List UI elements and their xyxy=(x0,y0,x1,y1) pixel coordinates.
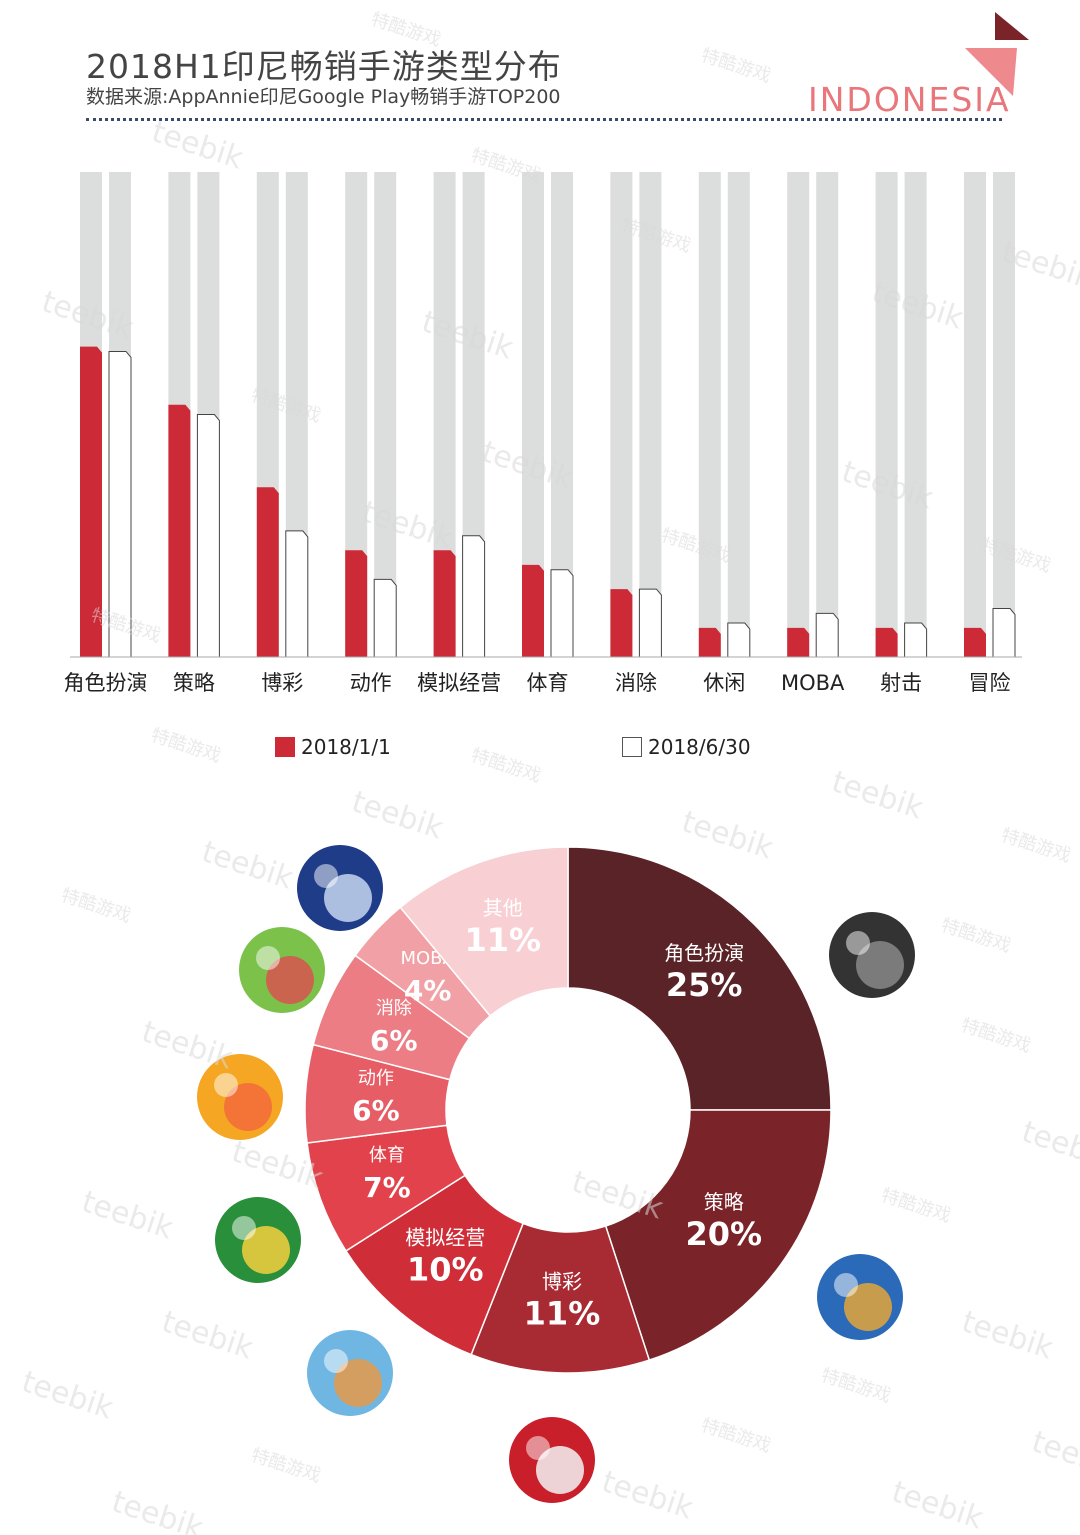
bar-2018-01-01 xyxy=(256,487,279,657)
legend-label-jun: 2018/6/30 xyxy=(648,735,751,759)
game-icon-moba xyxy=(297,845,383,931)
bar-2018-01-01 xyxy=(168,404,191,657)
bar-2018-06-30 xyxy=(638,588,662,658)
x-tick-label: 消除 xyxy=(615,671,657,695)
x-tick-label: 策略 xyxy=(173,671,215,695)
donut-slice xyxy=(399,846,569,1018)
x-tick-label: 体育 xyxy=(527,671,569,695)
donut-slice xyxy=(567,846,832,1111)
legend-item-jan: 2018/1/1 xyxy=(275,735,391,759)
bar-2018-01-01 xyxy=(698,627,721,657)
slice-value: 11% xyxy=(524,1294,601,1332)
game-icon-simulation xyxy=(307,1330,393,1416)
bar-track xyxy=(787,172,810,657)
bar-2018-01-01 xyxy=(964,627,986,657)
header-divider xyxy=(86,118,1002,121)
bar-track xyxy=(816,172,839,657)
bar-track xyxy=(433,172,456,657)
x-tick-label: 博彩 xyxy=(261,671,303,695)
bar-2018-06-30 xyxy=(904,622,928,658)
data-source: 数据来源:AppAnnie印尼Google Play畅销手游TOP200 xyxy=(86,86,561,108)
bar-2018-06-30 xyxy=(462,535,486,658)
slice-label: 动作 xyxy=(358,1068,394,1089)
bar-track xyxy=(551,172,573,657)
watermark-text: 特酷游戏 xyxy=(148,725,223,767)
x-tick-label: 动作 xyxy=(350,671,392,695)
x-tick-label: 冒险 xyxy=(969,671,1011,695)
country-label: INDONESIA xyxy=(808,80,1011,119)
bar-2018-06-30 xyxy=(815,612,839,658)
bar-track xyxy=(610,172,633,657)
donut-chart: 角色扮演25%策略20%博彩11%模拟经营10%体育7%动作6%消除6%MOBA… xyxy=(197,845,915,1503)
bar-track xyxy=(993,172,1015,657)
bar-track xyxy=(639,172,662,657)
x-tick-label: 角色扮演 xyxy=(64,671,148,695)
bar-chart: 角色扮演 策略 博彩 动作 模拟经营 体育 消除 休闲 MOBA 射击 冒险 xyxy=(64,172,1022,695)
legend-label-jan: 2018/1/1 xyxy=(301,735,391,759)
bar-2018-06-30 xyxy=(373,578,397,658)
slice-value: 6% xyxy=(370,1024,418,1057)
bar-2018-01-01 xyxy=(345,550,368,657)
game-icon-puzzle xyxy=(239,927,325,1013)
bar-track xyxy=(904,172,927,657)
bar-track xyxy=(374,172,397,657)
bar-track xyxy=(964,172,986,657)
bar-2018-06-30 xyxy=(108,350,132,658)
bar-track xyxy=(698,172,721,657)
bar-2018-01-01 xyxy=(610,589,633,657)
bar-track xyxy=(345,172,368,657)
slice-value: 25% xyxy=(666,966,743,1004)
slice-label: 其他 xyxy=(483,896,523,920)
slice-value: 7% xyxy=(363,1171,411,1204)
slice-value: 4% xyxy=(404,974,452,1007)
bar-2018-06-30 xyxy=(727,622,751,658)
slice-value: 20% xyxy=(685,1215,762,1253)
game-icon-action xyxy=(197,1054,283,1140)
bar-2018-01-01 xyxy=(80,346,102,657)
slice-label: 模拟经营 xyxy=(405,1225,485,1249)
bar-2018-01-01 xyxy=(433,550,456,657)
donut-slice xyxy=(604,1109,832,1362)
x-tick-label: 射击 xyxy=(880,671,922,695)
brand-triangle-logo xyxy=(965,12,1029,96)
slice-label: 消除 xyxy=(376,998,412,1019)
bar-2018-06-30 xyxy=(550,569,574,658)
slice-label: 体育 xyxy=(369,1145,405,1166)
slice-label: 策略 xyxy=(704,1190,744,1214)
x-tick-label: 模拟经营 xyxy=(417,671,501,695)
bar-2018-06-30 xyxy=(992,608,1016,658)
bar-track xyxy=(727,172,750,657)
slice-value: 6% xyxy=(352,1094,400,1127)
bar-track xyxy=(875,172,898,657)
bar-2018-01-01 xyxy=(787,627,810,657)
bar-2018-01-01 xyxy=(875,627,898,657)
bar-2018-06-30 xyxy=(196,414,220,658)
x-tick-label: MOBA xyxy=(781,671,845,695)
bar-2018-06-30 xyxy=(285,530,309,658)
legend-swatch-jun xyxy=(622,737,642,757)
game-icon-strategy xyxy=(817,1254,903,1340)
legend-item-jun: 2018/6/30 xyxy=(622,735,751,759)
slice-label: 角色扮演 xyxy=(664,941,744,965)
bar-2018-01-01 xyxy=(522,564,544,657)
slice-label: 博彩 xyxy=(542,1269,582,1293)
chart-title: 2018H1印尼畅销手游类型分布 xyxy=(86,47,562,86)
bar-track xyxy=(522,172,544,657)
slice-value: 11% xyxy=(464,921,541,959)
game-icon-casino xyxy=(509,1417,595,1503)
game-icon-sports xyxy=(215,1197,301,1283)
x-tick-label: 休闲 xyxy=(703,671,745,695)
legend-swatch-jan xyxy=(275,737,295,757)
game-icon-rpg xyxy=(829,912,915,998)
slice-value: 10% xyxy=(407,1250,484,1288)
